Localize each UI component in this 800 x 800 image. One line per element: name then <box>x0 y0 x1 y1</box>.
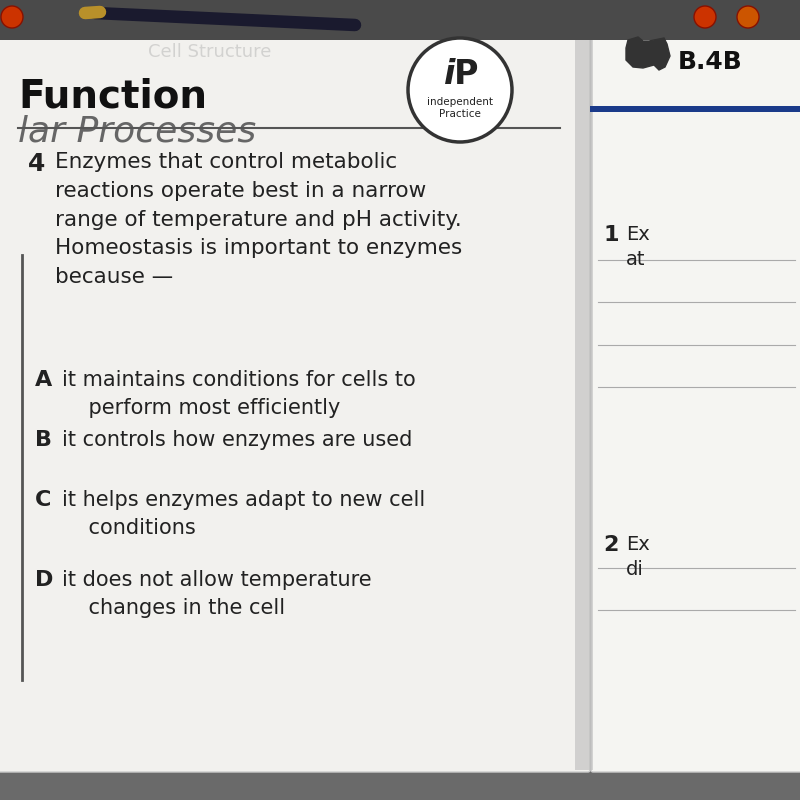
Text: B: B <box>35 430 52 450</box>
Text: it maintains conditions for cells to
    perform most efficiently: it maintains conditions for cells to per… <box>62 370 416 418</box>
Text: A: A <box>35 370 52 390</box>
Circle shape <box>1 6 23 28</box>
Text: 2: 2 <box>603 535 618 555</box>
Text: P: P <box>454 58 478 90</box>
FancyBboxPatch shape <box>591 0 800 772</box>
Circle shape <box>694 6 716 28</box>
Bar <box>0 0 800 40</box>
Text: Cell Structure: Cell Structure <box>148 43 272 61</box>
Text: lar Processes: lar Processes <box>18 114 256 148</box>
Circle shape <box>408 38 512 142</box>
Text: it helps enzymes adapt to new cell
    conditions: it helps enzymes adapt to new cell condi… <box>62 490 426 538</box>
Text: Ex
di: Ex di <box>626 535 650 579</box>
Text: it controls how enzymes are used: it controls how enzymes are used <box>62 430 412 450</box>
Text: Function: Function <box>18 78 207 116</box>
Text: C: C <box>35 490 51 510</box>
Text: Enzymes that control metabolic
reactions operate best in a narrow
range of tempe: Enzymes that control metabolic reactions… <box>55 152 462 287</box>
Text: it does not allow temperature
    changes in the cell: it does not allow temperature changes in… <box>62 570 372 618</box>
Text: B.4B: B.4B <box>678 50 742 74</box>
FancyBboxPatch shape <box>0 0 590 772</box>
Bar <box>590 106 800 112</box>
Polygon shape <box>626 37 670 70</box>
Bar <box>575 40 593 770</box>
Text: Ex
at: Ex at <box>626 225 650 269</box>
Text: D: D <box>35 570 54 590</box>
Text: 4: 4 <box>28 152 46 176</box>
Text: independent
Practice: independent Practice <box>427 97 493 119</box>
Text: 1: 1 <box>603 225 618 245</box>
Text: i: i <box>444 58 456 90</box>
Circle shape <box>737 6 759 28</box>
